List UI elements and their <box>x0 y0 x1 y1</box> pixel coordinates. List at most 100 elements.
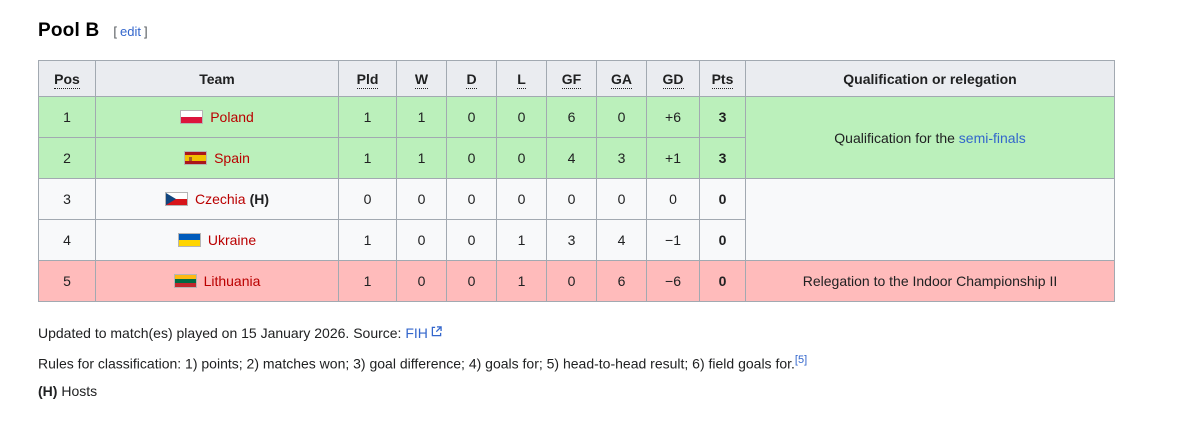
team-link-lithuania[interactable]: Lithuania <box>203 273 261 289</box>
external-link-icon <box>431 324 442 340</box>
d-cell: 0 <box>446 178 497 220</box>
l-cell: 1 <box>496 219 547 261</box>
l-cell: 0 <box>496 96 547 138</box>
col-header-gd: GD <box>646 60 700 97</box>
table-row-poland: 1 Poland 1 1 0 0 6 0 +6 3 Qualification … <box>38 96 1115 179</box>
edit-section: [edit] <box>113 24 147 39</box>
l-cell: 0 <box>496 178 547 220</box>
col-header-l: L <box>496 60 547 97</box>
team-link-ukraine[interactable]: Ukraine <box>207 232 257 248</box>
edit-bracket-open: [ <box>113 24 117 39</box>
team-link-czechia[interactable]: Czechia <box>194 191 246 207</box>
edit-link[interactable]: edit <box>120 24 141 39</box>
table-row-spain: 2 Spain 1 1 0 0 4 3 +1 3 <box>38 137 1115 179</box>
gd-cell: −1 <box>646 219 700 261</box>
pld-cell: 1 <box>338 137 397 179</box>
col-header-d: D <box>446 60 497 97</box>
w-cell: 1 <box>396 137 447 179</box>
col-header-team: Team <box>95 60 339 97</box>
qualification-text: Qualification for the <box>834 129 959 146</box>
standings-table: Pos Team Pld W D L GF GA GD Pts Qualific… <box>38 60 1115 302</box>
team-link-poland[interactable]: Poland <box>210 109 254 125</box>
pld-cell: 1 <box>338 260 397 302</box>
update-note: Updated to match(es) played on 15 Januar… <box>38 319 1200 347</box>
team-host-suffix: (H) <box>249 191 270 207</box>
header-row: Pos Team Pld W D L GF GA GD Pts Qualific… <box>38 60 1115 97</box>
rules-note: Rules for classification: 1) points; 2) … <box>38 347 1200 378</box>
pld-cell: 1 <box>338 219 397 261</box>
d-cell: 0 <box>446 137 497 179</box>
col-header-qualification: Qualification or relegation <box>745 60 1115 97</box>
pts-cell: 0 <box>699 178 746 220</box>
team-cell: Poland <box>95 96 339 138</box>
gd-cell: −6 <box>646 260 700 302</box>
gd-cell: +6 <box>646 96 700 138</box>
pts-cell: 0 <box>699 260 746 302</box>
col-header-pld: Pld <box>338 60 397 97</box>
col-header-ga: GA <box>596 60 647 97</box>
col-header-pts: Pts <box>699 60 746 97</box>
d-cell: 0 <box>446 260 497 302</box>
pts-cell: 0 <box>699 219 746 261</box>
table-row-ukraine: 4 Ukraine 1 0 0 1 3 4 −1 0 <box>38 219 1115 261</box>
col-header-pos: Pos <box>38 60 96 97</box>
pos-cell: 4 <box>38 219 96 261</box>
rules-note-text: Rules for classification: 1) points; 2) … <box>38 355 795 372</box>
d-cell: 0 <box>446 96 497 138</box>
pld-cell: 1 <box>338 96 397 138</box>
team-cell: Spain <box>95 137 339 179</box>
gd-cell: +1 <box>646 137 700 179</box>
gf-cell: 4 <box>546 137 597 179</box>
pld-cell: 0 <box>338 178 397 220</box>
section-heading: Pool B [edit] <box>38 20 1200 42</box>
hosts-abbr: (H) <box>38 382 58 399</box>
pos-cell: 5 <box>38 260 96 302</box>
pts-cell: 3 <box>699 137 746 179</box>
w-cell: 0 <box>396 219 447 261</box>
ga-cell: 0 <box>596 178 647 220</box>
reference-link[interactable]: [5] <box>794 354 808 366</box>
hosts-note: (H) Hosts <box>38 378 1200 405</box>
pos-cell: 2 <box>38 137 96 179</box>
hosts-note-text: Hosts <box>57 382 98 399</box>
pos-cell: 1 <box>38 96 96 138</box>
ga-cell: 6 <box>596 260 647 302</box>
update-note-text: Updated to match(es) played on 15 Januar… <box>38 325 406 341</box>
edit-bracket-close: ] <box>143 24 148 39</box>
flag-ukraine-icon <box>177 233 201 247</box>
flag-poland-icon <box>180 110 204 124</box>
team-cell: Czechia (H) <box>95 178 339 220</box>
pts-cell: 3 <box>699 96 746 138</box>
ga-cell: 4 <box>596 219 647 261</box>
d-cell: 0 <box>446 219 497 261</box>
l-cell: 1 <box>496 260 547 302</box>
qualification-cell-semifinals: Qualification for the semi-finals <box>745 96 1115 179</box>
team-cell: Ukraine <box>95 219 339 261</box>
ga-cell: 0 <box>596 96 647 138</box>
table-notes: Updated to match(es) played on 15 Januar… <box>38 319 1200 405</box>
team-cell: Lithuania <box>95 260 339 302</box>
flag-spain-icon <box>184 151 208 165</box>
gf-cell: 0 <box>546 260 597 302</box>
gf-cell: 6 <box>546 96 597 138</box>
flag-lithuania-icon <box>173 274 197 288</box>
w-cell: 0 <box>396 178 447 220</box>
gd-cell: 0 <box>646 178 700 220</box>
pos-cell: 3 <box>38 178 96 220</box>
qualification-cell-empty <box>745 178 1115 261</box>
source-link[interactable]: FIH <box>405 325 428 341</box>
col-header-gf: GF <box>546 60 597 97</box>
l-cell: 0 <box>496 137 547 179</box>
table-row-lithuania: 5 Lithuania 1 0 0 1 0 6 −6 0 Relegation … <box>38 260 1115 302</box>
gf-cell: 0 <box>546 178 597 220</box>
semifinals-link[interactable]: semi-finals <box>958 129 1026 146</box>
w-cell: 0 <box>396 260 447 302</box>
relegation-cell: Relegation to the Indoor Championship II <box>745 260 1115 302</box>
page-title: Pool B <box>38 20 100 41</box>
col-header-w: W <box>396 60 447 97</box>
gf-cell: 3 <box>546 219 597 261</box>
team-link-spain[interactable]: Spain <box>214 150 250 166</box>
table-row-czechia: 3 Czechia (H) 0 0 0 0 0 0 0 0 <box>38 178 1115 261</box>
flag-czechia-icon <box>164 192 188 206</box>
